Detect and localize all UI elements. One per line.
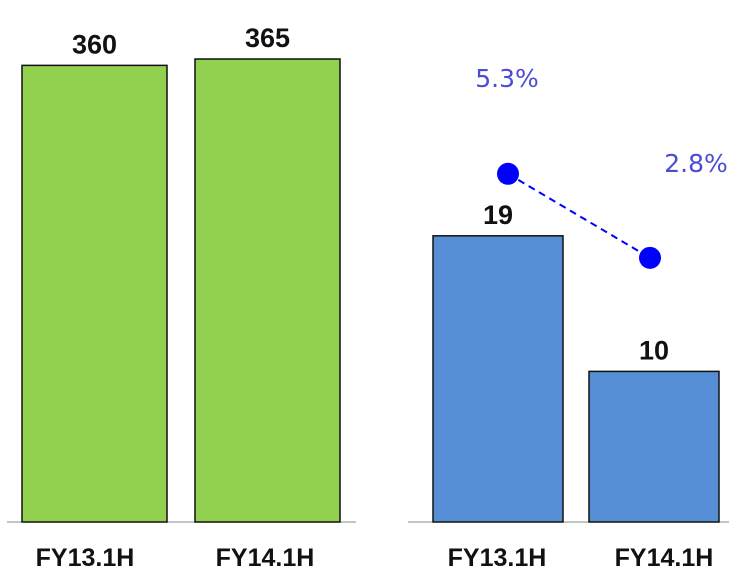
left-category-label: FY14.1H xyxy=(216,544,315,572)
left-bar-FY13.1H xyxy=(21,64,168,523)
right-category-label: FY13.1H xyxy=(448,544,547,572)
right-bar-FY14.1H xyxy=(588,370,720,523)
ratio-label: 2.8% xyxy=(664,149,728,178)
right-bar-value-label: 19 xyxy=(483,200,513,230)
right-bar-value-label: 10 xyxy=(639,335,669,365)
right-category-label: FY14.1H xyxy=(615,544,714,572)
left-bar-FY14.1H xyxy=(194,58,341,523)
right-bar-FY13.1H xyxy=(432,235,564,523)
right-chart: 19 FY13.1H 10 FY14.1H 5.3% 2.8% xyxy=(408,64,729,572)
ratio-point xyxy=(639,246,661,269)
ratio-line xyxy=(507,172,651,259)
left-bar-value-label: 360 xyxy=(72,29,117,59)
ratio-label: 5.3% xyxy=(475,64,539,93)
left-chart: 360 FY13.1H 365 FY14.1H xyxy=(7,23,356,572)
ratio-point xyxy=(497,162,519,185)
left-bar-value-label: 365 xyxy=(245,23,290,53)
left-category-label: FY13.1H xyxy=(36,544,135,572)
